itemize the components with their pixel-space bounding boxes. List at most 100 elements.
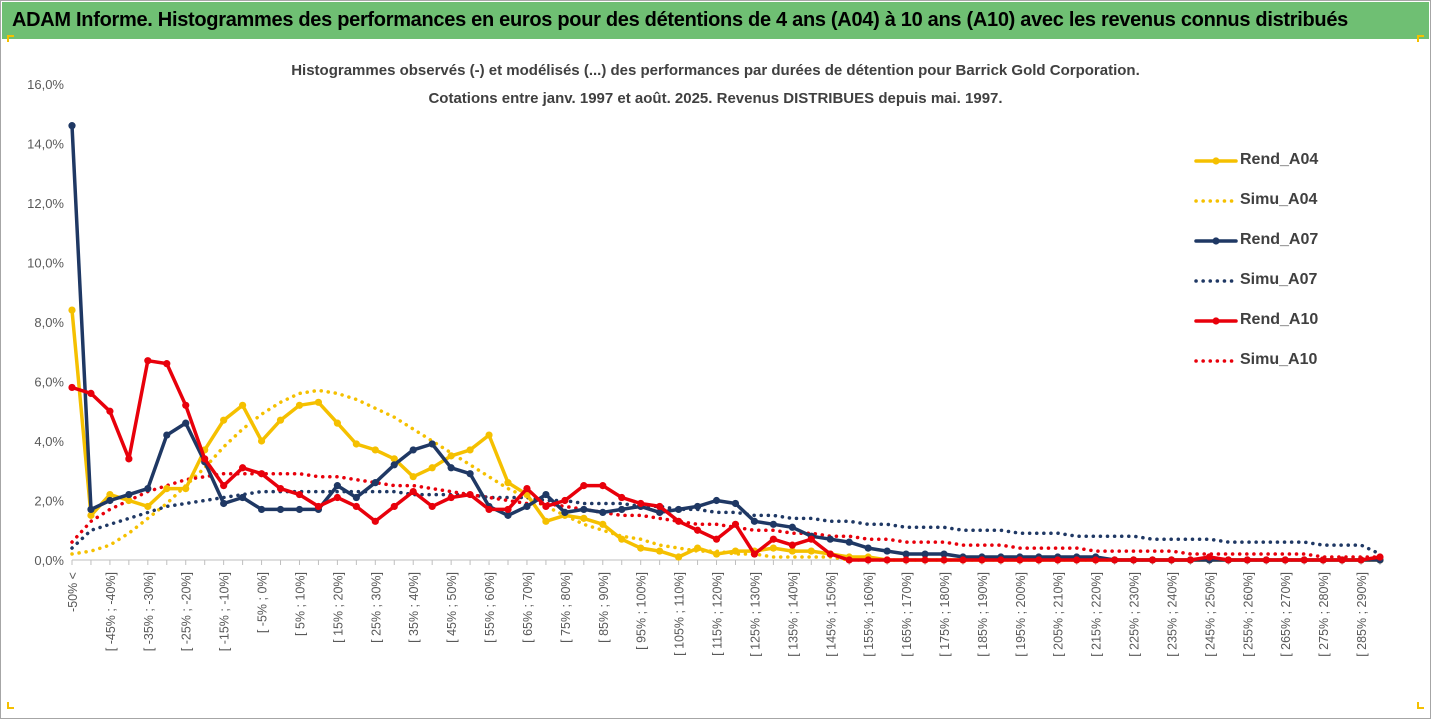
data-point-rend-a04 bbox=[542, 517, 550, 525]
data-point-rend-a07 bbox=[523, 502, 531, 511]
data-point-rend-a10 bbox=[163, 360, 171, 368]
data-point-rend-a07 bbox=[788, 523, 796, 531]
legend-swatch-rend-a10 bbox=[1194, 317, 1238, 325]
data-point-rend-a10 bbox=[106, 407, 114, 415]
data-point-rend-a07 bbox=[693, 502, 702, 511]
data-point-rend-a10 bbox=[542, 502, 550, 511]
chart-title: Histogrammes observés (-) et modélisés (… bbox=[291, 62, 1140, 79]
data-point-rend-a10 bbox=[807, 535, 815, 543]
x-tick-label: [ 15% ; 20%] bbox=[331, 572, 345, 643]
data-point-rend-a04 bbox=[466, 446, 474, 454]
data-point-rend-a07 bbox=[352, 493, 360, 502]
x-tick-label: [ 285% ; 290%] bbox=[1355, 572, 1369, 657]
x-tick-label: [ 175% ; 180%] bbox=[938, 572, 952, 657]
series-line-simu-a10 bbox=[70, 471, 1382, 559]
data-point-rend-a04 bbox=[769, 544, 777, 552]
data-point-rend-a07 bbox=[163, 431, 171, 439]
data-point-rend-a07 bbox=[276, 505, 285, 514]
data-point-rend-a04 bbox=[144, 502, 152, 511]
y-tick-label: 10,0% bbox=[27, 256, 64, 271]
data-point-rend-a10 bbox=[428, 502, 436, 511]
data-point-rend-a10 bbox=[1129, 556, 1138, 564]
data-point-rend-a07 bbox=[769, 520, 777, 528]
data-point-rend-a04 bbox=[788, 547, 796, 555]
data-point-rend-a10 bbox=[712, 535, 721, 543]
data-point-rend-a10 bbox=[220, 482, 228, 490]
x-tick-label: [ 115% ; 120%] bbox=[711, 572, 725, 656]
data-point-rend-a04 bbox=[580, 514, 588, 522]
data-point-rend-a07 bbox=[220, 499, 228, 508]
x-tick-label: [ 255% ; 260%] bbox=[1241, 572, 1255, 657]
x-tick-label: [ 55% ; 60%] bbox=[483, 572, 497, 643]
data-point-rend-a07 bbox=[712, 496, 721, 505]
series-line-simu-a04 bbox=[70, 388, 1382, 562]
legend-label-rend-a07: Rend_A07 bbox=[1240, 231, 1319, 248]
data-point-rend-a10 bbox=[599, 482, 607, 490]
data-point-rend-a04 bbox=[220, 416, 228, 424]
data-point-rend-a10 bbox=[883, 556, 891, 564]
x-tick-label: -50% < bbox=[66, 572, 80, 612]
data-point-rend-a10 bbox=[561, 496, 569, 505]
data-point-rend-a10 bbox=[1281, 556, 1289, 564]
data-point-rend-a04 bbox=[239, 401, 247, 409]
data-point-rend-a10 bbox=[864, 556, 872, 564]
data-point-rend-a10 bbox=[68, 383, 76, 392]
data-point-rend-a07 bbox=[845, 538, 853, 546]
data-point-rend-a07 bbox=[182, 419, 190, 427]
legend-label-simu-a04: Simu_A04 bbox=[1240, 191, 1318, 208]
data-point-rend-a10 bbox=[125, 455, 133, 463]
y-tick-label: 2,0% bbox=[34, 494, 64, 509]
y-tick-label: 4,0% bbox=[34, 434, 64, 449]
data-point-rend-a10 bbox=[1262, 556, 1270, 564]
data-point-rend-a10 bbox=[693, 526, 702, 534]
data-point-rend-a10 bbox=[314, 502, 323, 511]
report-title: ADAM Informe. Histogrammes des performan… bbox=[12, 9, 1348, 31]
data-point-rend-a07 bbox=[580, 505, 588, 514]
data-point-rend-a10 bbox=[769, 535, 777, 543]
data-point-rend-a10 bbox=[940, 556, 948, 564]
data-point-rend-a10 bbox=[447, 493, 455, 502]
data-point-rend-a07 bbox=[675, 505, 683, 514]
data-point-rend-a10 bbox=[1338, 556, 1346, 564]
data-point-rend-a04 bbox=[295, 401, 304, 409]
data-point-rend-a10 bbox=[409, 487, 417, 496]
series-line-rend-a10 bbox=[70, 358, 1382, 562]
data-point-rend-a10 bbox=[1186, 556, 1195, 564]
data-point-rend-a07 bbox=[144, 485, 152, 493]
legend-marker-rend-a10 bbox=[1212, 317, 1220, 325]
x-tick-label: [ 185% ; 190%] bbox=[976, 572, 990, 657]
corner-mark bbox=[7, 35, 14, 42]
data-point-rend-a10 bbox=[87, 389, 95, 397]
data-point-rend-a10 bbox=[902, 556, 910, 564]
data-point-rend-a07 bbox=[902, 550, 910, 558]
data-point-rend-a10 bbox=[845, 556, 853, 564]
chart-subtitle: Cotations entre janv. 1997 et août. 2025… bbox=[428, 90, 1003, 107]
legend-item-rend-a04: Rend_A04 bbox=[1192, 148, 1332, 188]
data-point-rend-a10 bbox=[580, 482, 588, 490]
x-tick-label: [ 5% ; 10%] bbox=[293, 572, 307, 636]
legend-marker-rend-a04 bbox=[1212, 157, 1220, 165]
data-point-rend-a07 bbox=[731, 499, 740, 508]
data-point-rend-a10 bbox=[333, 493, 341, 502]
data-point-rend-a10 bbox=[1016, 556, 1024, 564]
data-point-rend-a07 bbox=[826, 535, 834, 543]
y-tick-label: 14,0% bbox=[27, 137, 64, 152]
data-point-rend-a10 bbox=[1300, 556, 1308, 564]
header-band: ADAM Informe. Histogrammes des performan… bbox=[2, 2, 1429, 39]
data-point-rend-a10 bbox=[182, 401, 190, 409]
legend-item-simu-a07: Simu_A07 bbox=[1192, 268, 1332, 308]
data-point-rend-a07 bbox=[106, 496, 114, 505]
data-point-rend-a07 bbox=[447, 464, 455, 472]
x-tick-label: [ 105% ; 110%] bbox=[673, 572, 687, 656]
x-tick-label: [ 165% ; 170%] bbox=[900, 572, 914, 657]
legend-swatch-simu-a10 bbox=[1194, 359, 1238, 363]
data-point-rend-a04 bbox=[163, 485, 171, 493]
data-point-rend-a04 bbox=[257, 437, 266, 445]
data-point-rend-a04 bbox=[693, 544, 702, 552]
data-point-rend-a10 bbox=[390, 502, 398, 511]
data-point-rend-a10 bbox=[1035, 556, 1043, 564]
x-tick-label: [ 95% ; 100%] bbox=[635, 572, 649, 650]
data-point-rend-a10 bbox=[675, 517, 683, 525]
x-tick-label: [ 275% ; 280%] bbox=[1317, 572, 1331, 657]
